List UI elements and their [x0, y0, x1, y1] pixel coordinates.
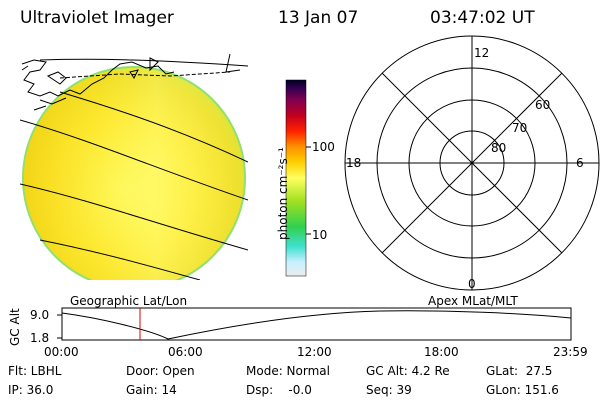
- orbit-ylabel: GC Alt: [8, 308, 22, 346]
- orbit-left-title: Geographic Lat/Lon: [70, 294, 188, 308]
- lat-label-70: 70: [512, 121, 528, 135]
- mlt-label-12: 12: [474, 46, 490, 60]
- lat-label-80: 80: [491, 141, 507, 155]
- orbit-xtick-1200: 12:00: [297, 345, 332, 359]
- mode-field: Mode: Normal: [246, 364, 330, 378]
- orbit-ytick-1-8: 1.8: [30, 331, 50, 345]
- colorbar-units: photon cm⁻²s⁻¹: [276, 147, 290, 240]
- dsp-field: Dsp: -0.0: [246, 383, 312, 397]
- gain-field: Gain: 14: [126, 383, 177, 397]
- polar-plot: [344, 35, 600, 291]
- time-label: 03:47:02 UT: [430, 8, 535, 28]
- ip-field: IP: 36.0: [8, 383, 54, 397]
- orbit-xtick-1800: 18:00: [424, 345, 459, 359]
- filter-field: Flt: LBHL: [8, 364, 62, 378]
- orbit-plot: [57, 307, 572, 341]
- mlt-label-0: 0: [468, 277, 476, 291]
- seq-field: Seq: 39: [366, 383, 412, 397]
- orbit-xtick-2359: 23:59: [553, 345, 588, 359]
- glat-field: GLat: 27.5: [486, 364, 553, 378]
- glon-field: GLon: 151.6: [486, 383, 559, 397]
- orbit-altitude-curve: [61, 310, 572, 340]
- gc-alt-field: GC Alt: 4.2 Re: [366, 364, 450, 378]
- instrument-title: Ultraviolet Imager: [20, 8, 174, 28]
- colorbar: [285, 79, 307, 277]
- orbit-xtick-0000: 00:00: [44, 345, 79, 359]
- door-field: Door: Open: [126, 364, 195, 378]
- colorbar-label-100: 100: [312, 140, 335, 154]
- date-label: 13 Jan 07: [278, 8, 359, 28]
- orbit-ytick-9: 9.0: [30, 308, 50, 322]
- lat-label-60: 60: [535, 98, 551, 112]
- mlt-label-18: 18: [346, 156, 362, 170]
- uv-image: [20, 53, 248, 280]
- mlt-label-6: 6: [576, 156, 584, 170]
- orbit-xtick-0600: 06:00: [168, 345, 203, 359]
- colorbar-label-10: 10: [312, 228, 328, 242]
- orbit-right-title: Apex MLat/MLT: [428, 294, 518, 308]
